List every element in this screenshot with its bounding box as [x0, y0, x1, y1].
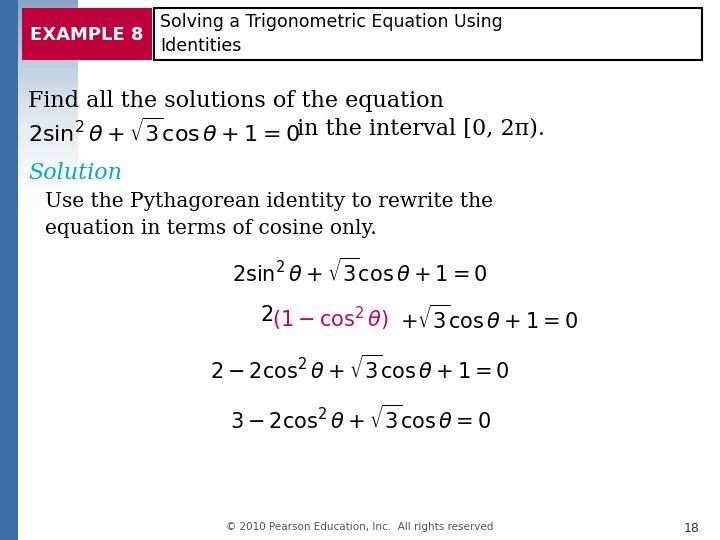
FancyBboxPatch shape: [18, 136, 78, 140]
FancyBboxPatch shape: [18, 144, 78, 148]
FancyBboxPatch shape: [18, 52, 78, 56]
FancyBboxPatch shape: [18, 124, 78, 128]
FancyBboxPatch shape: [18, 56, 78, 60]
FancyBboxPatch shape: [22, 8, 152, 60]
FancyBboxPatch shape: [18, 44, 78, 48]
FancyBboxPatch shape: [18, 100, 78, 104]
Text: © 2010 Pearson Education, Inc.  All rights reserved: © 2010 Pearson Education, Inc. All right…: [226, 522, 494, 532]
FancyBboxPatch shape: [18, 148, 78, 152]
FancyBboxPatch shape: [18, 12, 78, 16]
FancyBboxPatch shape: [18, 84, 78, 88]
Text: Use the Pythagorean identity to rewrite the
equation in terms of cosine only.: Use the Pythagorean identity to rewrite …: [45, 192, 493, 238]
FancyBboxPatch shape: [18, 48, 78, 52]
FancyBboxPatch shape: [18, 164, 78, 168]
FancyBboxPatch shape: [18, 116, 78, 120]
FancyBboxPatch shape: [18, 120, 78, 124]
Text: $2-2\cos^2\theta+\sqrt{3}\cos\theta+1=0$: $2-2\cos^2\theta+\sqrt{3}\cos\theta+1=0$: [210, 355, 510, 383]
FancyBboxPatch shape: [18, 0, 78, 4]
FancyBboxPatch shape: [18, 60, 78, 64]
FancyBboxPatch shape: [18, 160, 78, 164]
FancyBboxPatch shape: [18, 128, 78, 132]
Text: Solution: Solution: [28, 162, 122, 184]
Text: in the interval [0, 2π).: in the interval [0, 2π).: [290, 118, 545, 140]
FancyBboxPatch shape: [18, 156, 78, 160]
FancyBboxPatch shape: [18, 168, 78, 172]
FancyBboxPatch shape: [18, 28, 78, 32]
FancyBboxPatch shape: [18, 96, 78, 100]
FancyBboxPatch shape: [18, 108, 78, 112]
Text: $(1-\cos^2\theta)$: $(1-\cos^2\theta)$: [272, 305, 389, 333]
FancyBboxPatch shape: [18, 36, 78, 40]
Text: Identities: Identities: [160, 37, 241, 55]
FancyBboxPatch shape: [18, 24, 78, 28]
Text: $3-2\cos^2\theta+\sqrt{3}\cos\theta=0$: $3-2\cos^2\theta+\sqrt{3}\cos\theta=0$: [230, 405, 490, 434]
Text: Solving a Trigonometric Equation Using: Solving a Trigonometric Equation Using: [160, 13, 503, 31]
Text: $2\sin^2\theta+\sqrt{3}\cos\theta+1=0$: $2\sin^2\theta+\sqrt{3}\cos\theta+1=0$: [232, 258, 488, 286]
FancyBboxPatch shape: [18, 32, 78, 36]
FancyBboxPatch shape: [18, 0, 720, 540]
FancyBboxPatch shape: [18, 68, 78, 72]
Text: Find all the solutions of the equation: Find all the solutions of the equation: [28, 90, 444, 112]
FancyBboxPatch shape: [18, 152, 78, 156]
FancyBboxPatch shape: [18, 8, 78, 12]
Text: $2\sin^2\theta+\sqrt{3}\cos\theta+1=0$: $2\sin^2\theta+\sqrt{3}\cos\theta+1=0$: [28, 118, 300, 146]
FancyBboxPatch shape: [154, 8, 702, 60]
FancyBboxPatch shape: [18, 76, 78, 80]
FancyBboxPatch shape: [18, 140, 78, 144]
Text: $2$: $2$: [260, 305, 273, 325]
FancyBboxPatch shape: [18, 172, 78, 176]
FancyBboxPatch shape: [18, 4, 78, 8]
FancyBboxPatch shape: [18, 112, 78, 116]
FancyBboxPatch shape: [18, 80, 78, 84]
FancyBboxPatch shape: [18, 88, 78, 92]
Text: $+\sqrt{3}\cos\theta+1=0$: $+\sqrt{3}\cos\theta+1=0$: [400, 305, 578, 333]
Text: EXAMPLE 8: EXAMPLE 8: [30, 26, 144, 44]
FancyBboxPatch shape: [0, 0, 18, 540]
FancyBboxPatch shape: [18, 132, 78, 136]
FancyBboxPatch shape: [18, 64, 78, 68]
Text: 18: 18: [684, 522, 700, 535]
FancyBboxPatch shape: [18, 40, 78, 44]
FancyBboxPatch shape: [18, 92, 78, 96]
FancyBboxPatch shape: [18, 72, 78, 76]
FancyBboxPatch shape: [18, 16, 78, 20]
FancyBboxPatch shape: [18, 20, 78, 24]
FancyBboxPatch shape: [18, 104, 78, 108]
